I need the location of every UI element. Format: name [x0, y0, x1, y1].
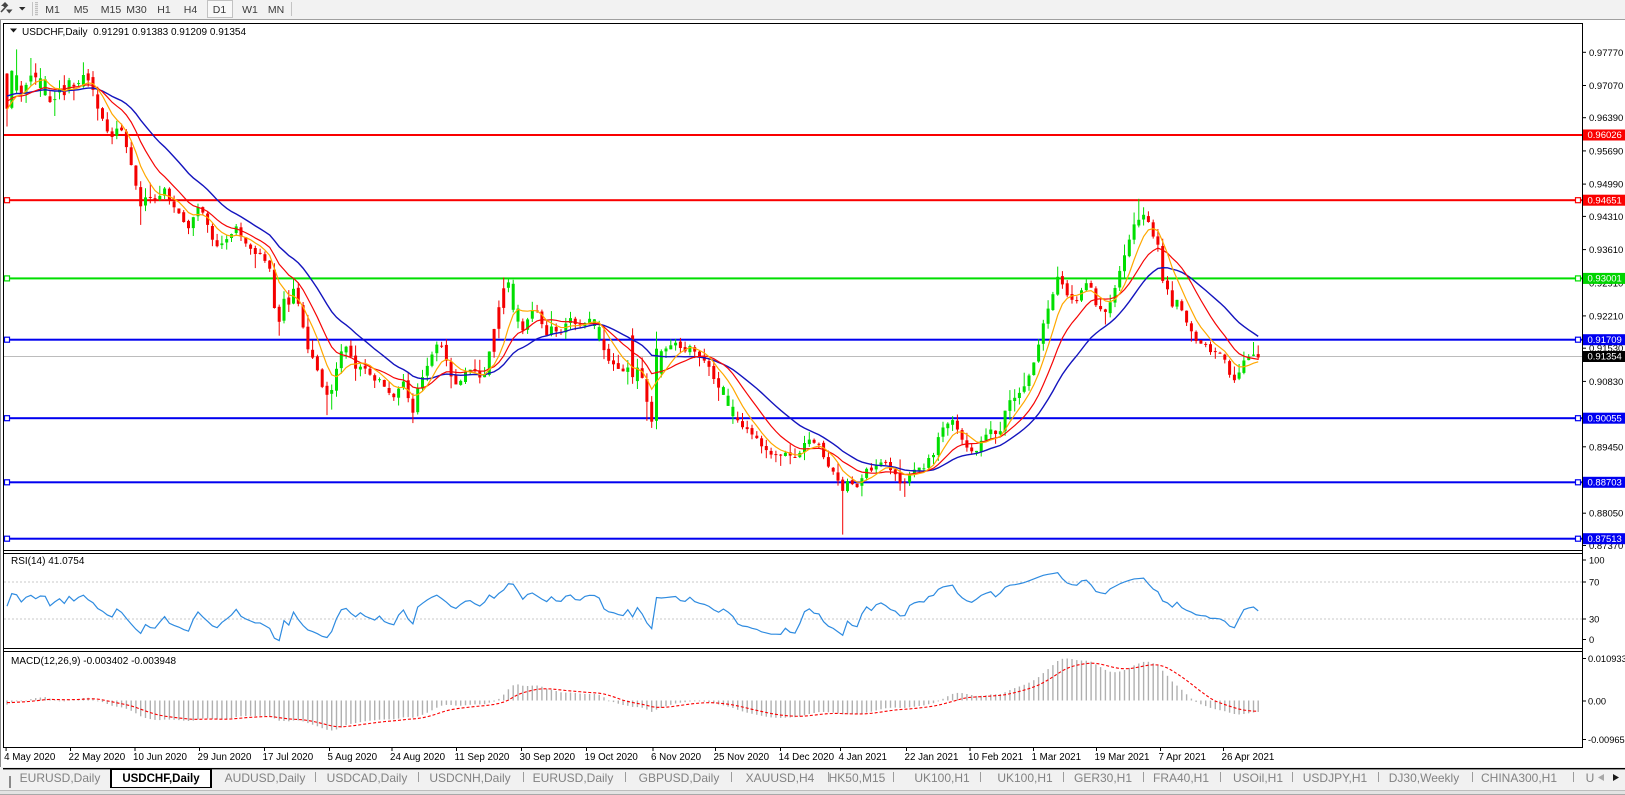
svg-text:USDCHF,Daily: USDCHF,Daily	[122, 773, 200, 785]
svg-text:FRA40,H1: FRA40,H1	[1153, 771, 1209, 785]
svg-text:0.91354: 0.91354	[1588, 352, 1622, 363]
svg-text:AUDUSD,Daily: AUDUSD,Daily	[225, 771, 306, 785]
svg-text:0.91709: 0.91709	[1588, 335, 1622, 346]
svg-text:0.87513: 0.87513	[1588, 534, 1622, 545]
svg-text:CHINA300,H1: CHINA300,H1	[1481, 771, 1557, 785]
svg-text:30 Sep 2020: 30 Sep 2020	[520, 752, 576, 763]
svg-text:24 Aug 2020: 24 Aug 2020	[390, 752, 446, 763]
svg-text:0: 0	[1589, 635, 1594, 645]
svg-text:4 May 2020: 4 May 2020	[4, 752, 56, 763]
svg-text:0.96390: 0.96390	[1589, 113, 1623, 124]
svg-text:UK100,H1: UK100,H1	[997, 771, 1053, 785]
svg-text:0.91530: 0.91530	[1589, 344, 1623, 355]
svg-text:22 Jan 2021: 22 Jan 2021	[905, 752, 959, 763]
svg-text:M5: M5	[74, 4, 89, 16]
svg-text:XAUUSD,H4: XAUUSD,H4	[746, 771, 815, 785]
svg-text:USDCNH,Daily: USDCNH,Daily	[429, 771, 510, 785]
svg-text:MN: MN	[268, 4, 284, 16]
svg-text:0.95690: 0.95690	[1589, 146, 1623, 157]
svg-text:0.97070: 0.97070	[1589, 81, 1623, 92]
svg-text:M1: M1	[45, 4, 60, 16]
svg-text:RSI(14) 41.0754: RSI(14) 41.0754	[11, 556, 85, 567]
svg-text:0.94651: 0.94651	[1588, 195, 1622, 206]
svg-text:30: 30	[1589, 615, 1599, 625]
svg-text:USDCAD,Daily: USDCAD,Daily	[327, 771, 408, 785]
svg-text:0.93610: 0.93610	[1589, 245, 1623, 256]
svg-text:EURUSD,Daily: EURUSD,Daily	[20, 771, 101, 785]
svg-text:D1: D1	[213, 4, 227, 16]
svg-text:GER30,H1: GER30,H1	[1074, 771, 1132, 785]
svg-text:MACD(12,26,9) -0.003402 -0.003: MACD(12,26,9) -0.003402 -0.003948	[11, 656, 177, 667]
svg-text:0.87370: 0.87370	[1589, 541, 1623, 552]
svg-text:0.97770: 0.97770	[1589, 48, 1623, 59]
svg-text:1 Mar 2021: 1 Mar 2021	[1032, 752, 1082, 763]
svg-text:M30: M30	[126, 4, 147, 16]
svg-text:0.010933: 0.010933	[1588, 654, 1625, 664]
svg-text:22 May 2020: 22 May 2020	[69, 752, 126, 763]
svg-text:EURUSD,Daily: EURUSD,Daily	[533, 771, 614, 785]
svg-text:26 Apr 2021: 26 Apr 2021	[1222, 752, 1275, 763]
svg-text:-0.009653: -0.009653	[1588, 735, 1625, 745]
svg-text:25 Nov 2020: 25 Nov 2020	[714, 752, 770, 763]
svg-text:0.90830: 0.90830	[1589, 377, 1623, 388]
svg-text:10 Jun 2020: 10 Jun 2020	[133, 752, 187, 763]
svg-text:W1: W1	[242, 4, 258, 16]
svg-text:19 Oct 2020: 19 Oct 2020	[585, 752, 639, 763]
svg-text:GBPUSD,Daily: GBPUSD,Daily	[639, 771, 720, 785]
svg-text:0.88050: 0.88050	[1589, 509, 1623, 520]
svg-text:U: U	[1586, 771, 1595, 785]
svg-text:0.93001: 0.93001	[1588, 274, 1622, 285]
svg-text:19 Mar 2021: 19 Mar 2021	[1095, 752, 1150, 763]
svg-text:14 Dec 2020: 14 Dec 2020	[779, 752, 835, 763]
svg-text:0.96026: 0.96026	[1588, 130, 1622, 141]
svg-text:0.94990: 0.94990	[1589, 180, 1623, 191]
svg-text:DJ30,Weekly: DJ30,Weekly	[1389, 771, 1459, 785]
svg-text:USOil,H1: USOil,H1	[1233, 771, 1283, 785]
svg-text:6 Nov 2020: 6 Nov 2020	[651, 752, 702, 763]
svg-text:0.00: 0.00	[1588, 697, 1606, 707]
svg-text:0.94310: 0.94310	[1589, 212, 1623, 223]
svg-text:M15: M15	[101, 4, 122, 16]
svg-text:70: 70	[1589, 578, 1599, 588]
svg-text:UK100,H1: UK100,H1	[914, 771, 970, 785]
svg-text:5 Aug 2020: 5 Aug 2020	[328, 752, 378, 763]
svg-text:29 Jun 2020: 29 Jun 2020	[198, 752, 252, 763]
svg-text:7 Apr 2021: 7 Apr 2021	[1159, 752, 1206, 763]
svg-text:11 Sep 2020: 11 Sep 2020	[455, 752, 510, 763]
svg-text:HK50,M15: HK50,M15	[829, 771, 886, 785]
svg-text:0.92210: 0.92210	[1589, 311, 1623, 322]
svg-text:4 Jan 2021: 4 Jan 2021	[839, 752, 887, 763]
svg-text:USDCHF,Daily 0.91291 0.91383: USDCHF,Daily 0.91291 0.91383 0.91209 0.9…	[22, 27, 246, 38]
svg-text:0.89450: 0.89450	[1589, 442, 1623, 453]
svg-text:0.88703: 0.88703	[1588, 478, 1622, 489]
svg-text:H4: H4	[184, 4, 198, 16]
svg-text:100: 100	[1589, 556, 1605, 566]
svg-text:H1: H1	[157, 4, 171, 16]
svg-text:10 Feb 2021: 10 Feb 2021	[968, 752, 1023, 763]
svg-text:0.90055: 0.90055	[1588, 413, 1622, 424]
svg-text:USDJPY,H1: USDJPY,H1	[1303, 771, 1368, 785]
svg-text:17 Jul 2020: 17 Jul 2020	[263, 752, 314, 763]
